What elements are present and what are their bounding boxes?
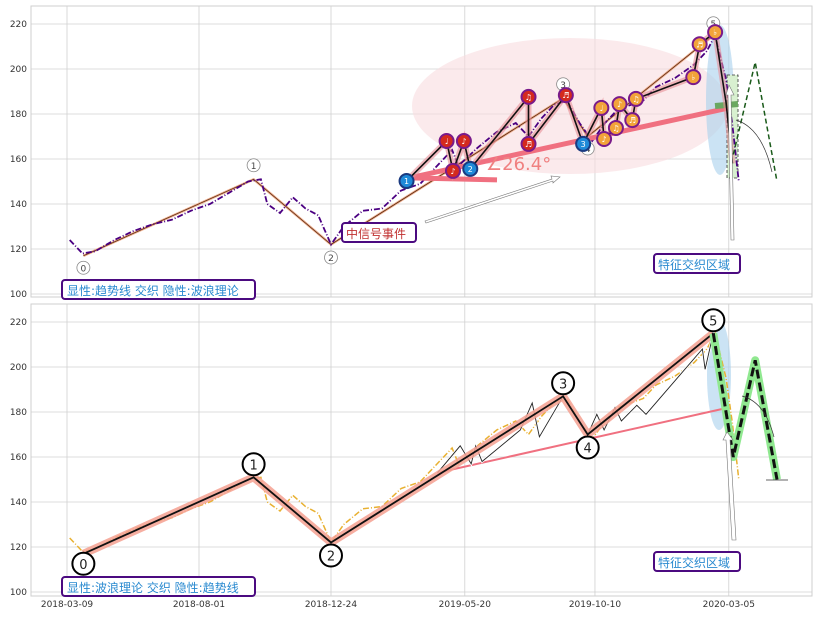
feature-zone-box	[653, 551, 741, 572]
top-panel: 100120140160180200220∠26.4°0123451♩♪♪2♫♬…	[10, 5, 813, 300]
signal-marker-red	[520, 88, 537, 105]
wave-point-label: 4	[584, 442, 592, 457]
wave-point-label: 1	[249, 458, 257, 473]
legend-box	[61, 279, 256, 300]
signal-marker-symbol: ♬	[562, 91, 569, 100]
y-tick-label: 140	[10, 498, 27, 508]
legend-box-text: 显性:波浪理论 交织 隐性:趋势线	[67, 580, 239, 595]
signal-marker-symbol: 3	[581, 140, 586, 149]
projection-arc	[741, 395, 775, 438]
y-tick-label: 120	[10, 543, 27, 553]
signal-marker-orange	[691, 36, 708, 53]
wave-point-marker	[241, 452, 266, 477]
feature-zone-text: 特征交织区域	[658, 555, 730, 570]
projection-arc	[735, 119, 773, 173]
signal-marker-red	[444, 162, 461, 179]
x-tick-label: 2020-03-05	[703, 600, 755, 610]
legend-box	[61, 576, 256, 597]
wave-point-marker	[71, 551, 96, 576]
signal-marker-red	[438, 133, 455, 149]
signal-marker-symbol: ♩	[599, 104, 603, 113]
trend-arrow	[424, 175, 561, 224]
signal-marker-red	[557, 87, 574, 104]
signal-marker-orange	[611, 96, 628, 113]
trendline	[406, 105, 732, 181]
signal-marker-orange	[596, 130, 613, 147]
wave-point-marker	[701, 308, 726, 333]
x-tick-label: 2018-12-24	[305, 600, 358, 610]
feature-zone-text: 特征交织区域	[658, 257, 730, 272]
legend-box-text: 显性:趋势线 交织 隐性:波浪理论	[67, 283, 239, 298]
wave-point-label: 2	[327, 550, 335, 565]
signal-marker-blue	[398, 173, 415, 190]
y-tick-label: 180	[10, 408, 27, 418]
wave-point-label: 0	[81, 264, 87, 274]
signal-marker-orange	[624, 112, 641, 129]
wave-point-label: 3	[559, 377, 567, 392]
signal-marker-symbol: ♬	[696, 40, 703, 49]
y-tick-label: 220	[10, 318, 27, 328]
x-tick-label: 2019-10-10	[569, 600, 622, 610]
signal-marker-symbol: ♩	[445, 137, 449, 146]
signal-event-text: 中信号事件	[346, 226, 406, 241]
signal-marker-orange	[607, 119, 624, 136]
wave-point-label: 5	[709, 314, 717, 329]
signal-marker-orange	[707, 24, 724, 41]
x-tick-label: 2018-03-09	[41, 600, 94, 610]
wave-point-label: 3	[560, 81, 566, 91]
y-tick-label: 200	[10, 363, 27, 373]
y-tick-label: 180	[10, 110, 27, 120]
x-tick-label: 2019-05-20	[439, 600, 492, 610]
signal-marker-orange	[685, 69, 702, 86]
signal-marker-blue	[575, 135, 592, 152]
y-tick-label: 100	[10, 290, 27, 300]
signal-marker-symbol: 1	[404, 177, 409, 186]
wave-point-label: 1	[251, 162, 257, 172]
signal-marker-symbol: 2	[468, 165, 473, 174]
y-tick-label: 160	[10, 155, 27, 165]
x-tick-label: 2018-08-01	[173, 600, 225, 610]
y-tick-label: 100	[10, 588, 27, 598]
wave-point-marker	[551, 371, 576, 396]
angle-label: ∠26.4°	[486, 154, 551, 175]
wave-point-marker	[76, 260, 91, 275]
vertical-arrow	[722, 431, 737, 541]
wave-point-marker	[575, 435, 600, 460]
projection-line	[711, 333, 779, 480]
signal-marker-orange	[627, 90, 644, 107]
signal-marker-symbol: ♪	[450, 167, 455, 176]
signal-marker-symbol: ♫	[632, 95, 639, 104]
y-tick-label: 140	[10, 200, 27, 210]
signal-marker-blue	[462, 160, 479, 177]
signal-marker-symbol: ♪	[617, 100, 622, 109]
y-tick-label: 120	[10, 245, 27, 255]
signal-marker-symbol: ♬	[525, 140, 532, 149]
wave-point-marker	[318, 543, 343, 568]
feature-zone-box	[653, 253, 741, 274]
price-line	[69, 32, 740, 255]
signal-marker-red	[455, 133, 472, 149]
signal-marker-symbol: ♫	[525, 93, 532, 102]
wave-line	[83, 332, 714, 555]
y-tick-label: 160	[10, 453, 27, 463]
signal-marker-orange	[593, 99, 610, 116]
vertical-arrow	[725, 84, 735, 241]
y-tick-label: 200	[10, 65, 27, 75]
wave-point-marker	[246, 158, 261, 173]
wave-point-label: 2	[328, 254, 334, 264]
signal-marker-symbol: ♪	[461, 137, 466, 146]
signal-marker-symbol: ♭	[713, 28, 717, 37]
wave-point-marker	[324, 250, 338, 265]
wave-point-label: 0	[79, 558, 87, 573]
signal-marker-symbol: ♪	[602, 135, 607, 144]
signal-event-box	[341, 222, 417, 243]
price-line	[69, 331, 740, 553]
signal-marker-symbol: ♬	[629, 116, 636, 125]
y-tick-label: 220	[10, 20, 27, 30]
signal-marker-symbol: ♭	[691, 73, 695, 82]
signal-marker-symbol: ♫	[612, 124, 619, 133]
signal-marker-red	[520, 135, 537, 152]
